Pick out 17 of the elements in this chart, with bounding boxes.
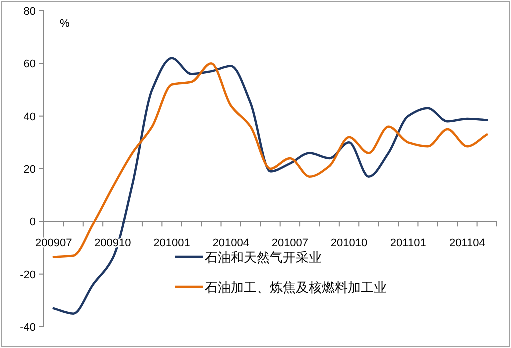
x-tick-label: 201001 (154, 238, 190, 250)
x-tick-label: 201004 (212, 238, 250, 250)
y-tick-label: -40 (20, 322, 36, 334)
x-tick-label: 201104 (450, 238, 486, 250)
legend-label: 石油加工、炼焦及核燃料加工业 (205, 280, 387, 295)
y-axis-title: % (60, 18, 70, 30)
y-tick-label: 60 (24, 58, 36, 71)
y-tick-label: 0 (30, 216, 36, 229)
legend-label: 石油和天然气开采业 (205, 250, 322, 265)
x-tick-label: 201010 (330, 238, 368, 250)
y-tick-label: 20 (24, 164, 36, 176)
y-tick-label: 40 (24, 111, 36, 124)
y-tick-label: 80 (24, 6, 36, 18)
x-tick-label: 200907 (35, 238, 72, 250)
x-tick-label: 201007 (272, 238, 309, 250)
y-tick-label: -20 (20, 269, 36, 282)
x-tick-label: 201101 (390, 238, 426, 250)
